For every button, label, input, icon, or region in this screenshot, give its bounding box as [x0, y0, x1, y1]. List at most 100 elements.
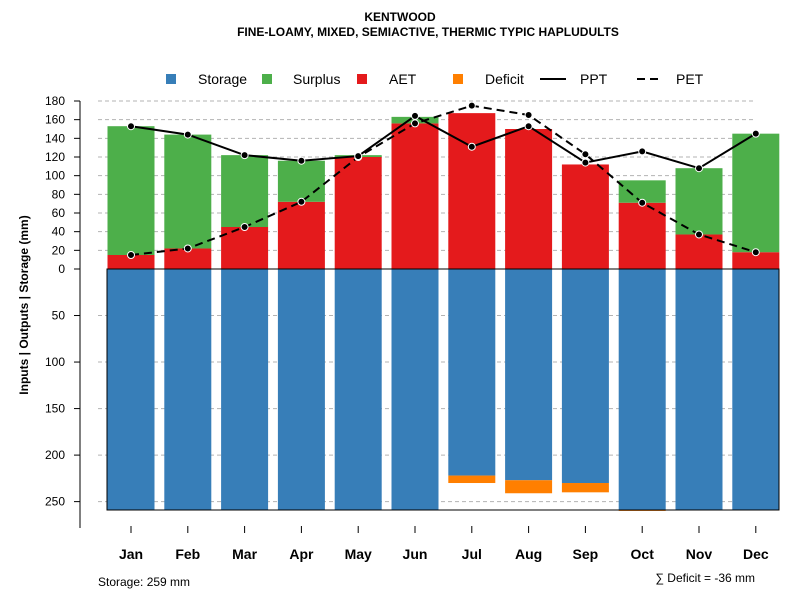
- ppt-line: [130, 114, 757, 170]
- month-label: Sep: [573, 546, 599, 562]
- y-tick-label: 120: [45, 150, 65, 164]
- pet-line-point: [638, 198, 647, 207]
- pet-line-point: [297, 197, 306, 206]
- pet-line: [130, 104, 757, 256]
- aet-bar: [505, 129, 553, 269]
- ppt-line-point: [354, 152, 363, 161]
- storage-bar: [334, 269, 382, 510]
- deficit-bar: [505, 480, 553, 494]
- surplus-bar: [107, 126, 155, 255]
- storage-bar: [221, 269, 269, 510]
- bars: [107, 113, 780, 511]
- axes: 0 20 40 60 80 100 120 140 160 180 50 100 150 200 250 Ja…: [45, 94, 780, 562]
- storage-bar: [164, 269, 212, 510]
- pet-line-point: [581, 150, 590, 159]
- pet-line-point: [751, 248, 760, 257]
- y-tick-label: 150: [45, 402, 65, 416]
- aet-bar: [618, 202, 666, 269]
- storage-bar: [505, 269, 553, 481]
- ppt-line-point: [638, 147, 647, 156]
- month-label: Jan: [119, 546, 143, 562]
- storage-note: Storage: 259 mm: [98, 575, 190, 589]
- storage-bar: [448, 269, 496, 476]
- surplus-bar: [221, 155, 269, 227]
- month-label: Feb: [175, 546, 200, 562]
- y-tick-label: 0: [58, 262, 65, 276]
- ppt-line-point: [695, 164, 703, 173]
- aet-bar: [391, 123, 439, 270]
- ppt-line-point: [751, 129, 760, 138]
- legend: Storage Surplus AET Deficit PPT PET: [166, 71, 704, 87]
- storage-bar: [107, 269, 155, 510]
- storage-bar: [277, 269, 325, 510]
- aet-bar: [277, 201, 325, 269]
- ppt-line-point: [524, 122, 533, 131]
- chart-subtitle: FINE-LOAMY, MIXED, SEMIACTIVE, THERMIC T…: [237, 25, 619, 39]
- deficit-note: ∑ Deficit = -36 mm: [655, 571, 755, 585]
- month-label: Jul: [462, 546, 482, 562]
- aet-bar: [334, 157, 382, 269]
- legend-label-storage: Storage: [198, 71, 247, 87]
- y-tick-label: 40: [52, 225, 66, 239]
- y-tick-label: 180: [45, 94, 65, 108]
- pet-line-point: [524, 111, 533, 119]
- ppt-line-point: [467, 142, 476, 151]
- legend-label-surplus: Surplus: [293, 71, 340, 87]
- aet-bar: [107, 255, 155, 269]
- storage-bar: [618, 269, 666, 510]
- month-label: May: [345, 546, 372, 562]
- pet-line-point: [467, 101, 476, 110]
- ppt-line-point: [581, 158, 590, 167]
- y-tick-label: 80: [52, 187, 66, 201]
- series-lines: [127, 101, 760, 259]
- legend-label-pet: PET: [676, 71, 704, 87]
- legend-label-deficit: Deficit: [485, 71, 524, 87]
- month-label: Nov: [686, 546, 713, 562]
- y-tick-label: 50: [52, 309, 66, 323]
- ppt-line-point: [127, 122, 135, 131]
- y-axis-label: Inputs | Outputs | Storage (mm): [17, 215, 31, 394]
- month-label: Apr: [289, 546, 314, 562]
- surplus-bar: [675, 168, 723, 235]
- y-tick-label: 100: [45, 169, 65, 183]
- aet-bar: [164, 248, 212, 269]
- pet-line-point: [695, 230, 703, 239]
- y-tick-label: 200: [45, 448, 65, 462]
- storage-bar: [732, 269, 780, 510]
- y-tick-label: 60: [52, 206, 66, 220]
- month-label: Oct: [631, 546, 655, 562]
- aet-bar: [221, 227, 269, 269]
- month-label: Jun: [403, 546, 428, 562]
- surplus-bar: [732, 133, 780, 253]
- y-tick-label: 140: [45, 131, 65, 145]
- ppt-line-point: [411, 111, 419, 120]
- pet-line-point: [183, 244, 192, 253]
- y-tick-label: 160: [45, 113, 65, 127]
- storage-bar: [391, 269, 439, 510]
- y-tick-label: 20: [52, 243, 66, 257]
- legend-swatch-storage: [166, 74, 176, 84]
- ppt-line-point: [183, 130, 192, 139]
- legend-label-aet: AET: [389, 71, 417, 87]
- storage-bar: [561, 269, 609, 484]
- aet-bar: [675, 234, 723, 269]
- deficit-bar: [561, 483, 609, 493]
- month-label: Mar: [232, 546, 257, 562]
- legend-label-ppt: PPT: [580, 71, 608, 87]
- pet-line-point: [240, 223, 249, 231]
- pet-line-point: [411, 119, 419, 128]
- y-tick-label: 250: [45, 495, 65, 509]
- month-label: Dec: [743, 546, 769, 562]
- aet-bar: [561, 164, 609, 269]
- surplus-bar: [277, 160, 325, 202]
- storage-bar: [675, 269, 723, 510]
- ppt-line-point: [297, 156, 306, 165]
- legend-swatch-surplus: [262, 74, 272, 84]
- pet-line-point: [127, 251, 135, 259]
- legend-swatch-deficit: [453, 74, 463, 84]
- aet-bar: [732, 252, 780, 269]
- month-label: Aug: [515, 546, 542, 562]
- legend-swatch-aet: [357, 74, 367, 84]
- chart-title: KENTWOOD: [364, 10, 436, 24]
